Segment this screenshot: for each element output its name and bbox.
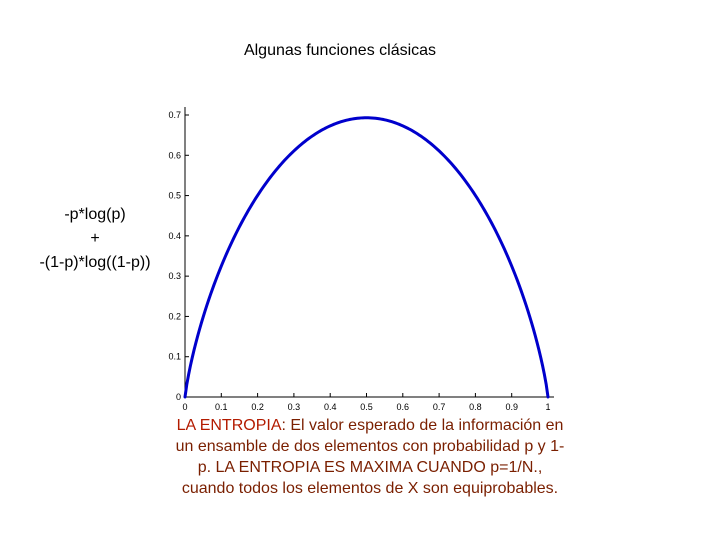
- x-tick-label: 0.4: [324, 402, 337, 412]
- y-tick-label: 0.6: [168, 150, 181, 160]
- y-axis-label-line-1: -p*log(p): [64, 206, 126, 223]
- y-tick-label: 0.3: [168, 271, 181, 281]
- x-tick-label: 0.9: [505, 402, 518, 412]
- series-group: [183, 116, 550, 399]
- x-tick-label: 0.5: [360, 402, 373, 412]
- x-tick-label: 1: [545, 402, 550, 412]
- y-axis-label-line-2: +: [90, 230, 100, 247]
- x-tick-label: 0.7: [433, 402, 446, 412]
- series-line: [183, 116, 550, 399]
- y-tick-label: 0.2: [168, 311, 181, 321]
- y-axis-label: -p*log(p) + -(1-p)*log((1-p)): [20, 203, 170, 275]
- x-tick-label: 0.6: [397, 402, 410, 412]
- y-tick-label: 0.7: [168, 110, 181, 120]
- x-tick-label: 0.1: [215, 402, 228, 412]
- y-tick-label: 0: [176, 392, 181, 402]
- caption: LA ENTROPIA: El valor esperado de la inf…: [170, 415, 570, 499]
- axes: [184, 107, 554, 398]
- chart-title: Algunas funciones clásicas: [243, 42, 437, 59]
- y-tick-label: 0.4: [168, 231, 181, 241]
- y-tick-label: 0.1: [168, 352, 181, 362]
- x-tick-label: 0.8: [469, 402, 482, 412]
- x-ticks: 0 0.1 0.2 0.3 0.4 0.5 0.6 0.7 0.8 0.9 1: [182, 393, 551, 412]
- caption-highlight: LA ENTROPIA: [176, 417, 282, 434]
- y-tick-label: 0.5: [168, 191, 181, 201]
- y-axis-label-line-3: -(1-p)*log((1-p)): [39, 254, 151, 271]
- y-ticks: 0 0.1 0.2 0.3 0.4 0.5 0.6 0.7: [168, 110, 189, 402]
- x-tick-label: 0.2: [251, 402, 264, 412]
- x-tick-label: 0: [182, 402, 187, 412]
- x-tick-label: 0.3: [288, 402, 301, 412]
- caption-text: : El valor esperado de la información en…: [175, 417, 565, 497]
